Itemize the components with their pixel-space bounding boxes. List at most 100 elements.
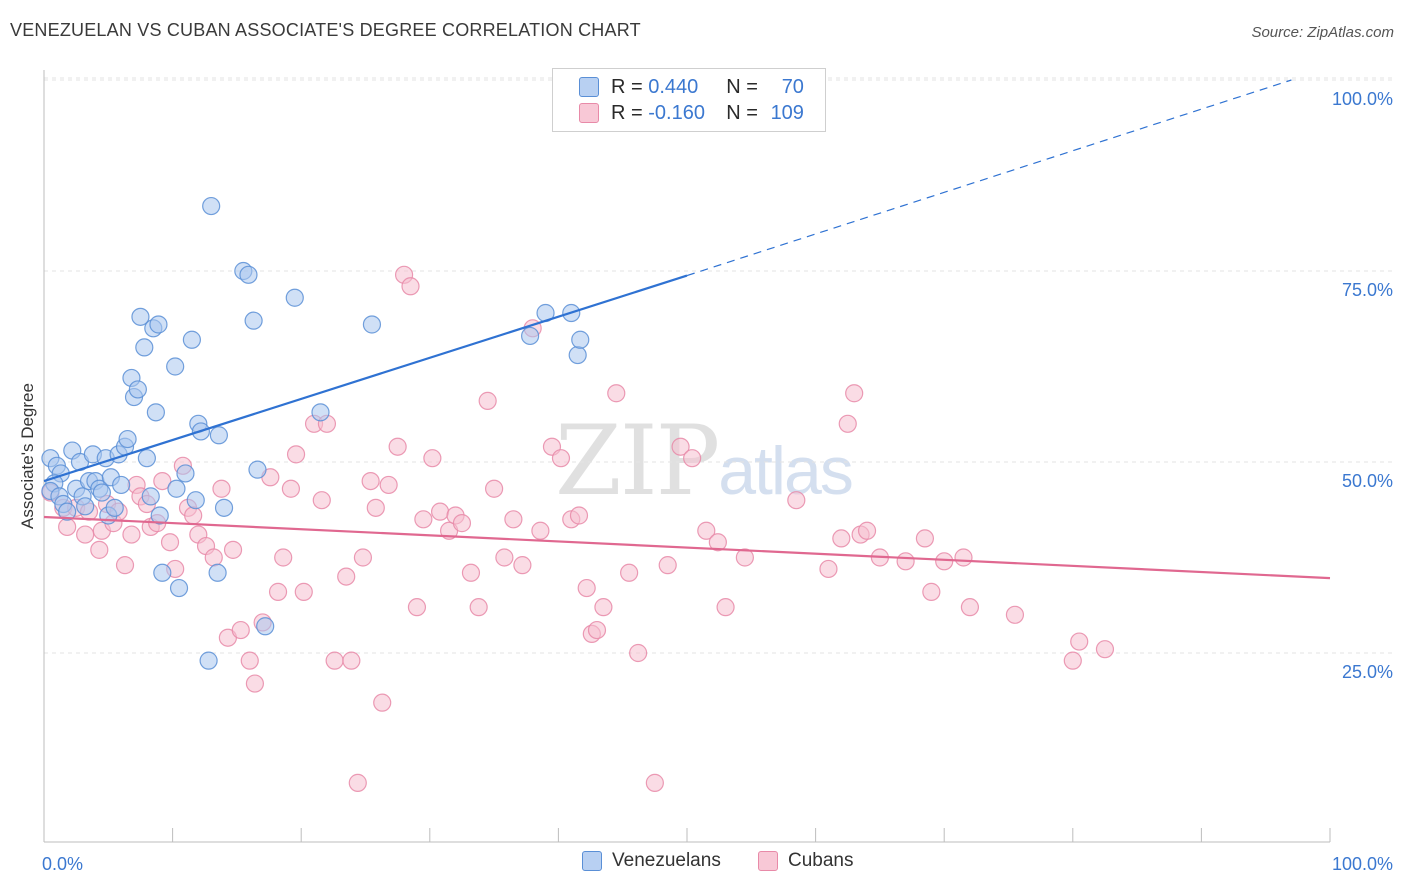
venezuelan-point: [244, 311, 263, 330]
cuban-point: [629, 643, 648, 663]
venezuelan-point: [285, 288, 304, 307]
cuban-point: [76, 525, 95, 544]
venezuelan-point: [208, 563, 227, 582]
cubans-n-label: N =: [726, 101, 758, 124]
cuban-point: [379, 475, 398, 495]
cuban-point: [153, 472, 172, 491]
cubans-r-label: R =: [611, 101, 643, 124]
cuban-point: [423, 449, 442, 468]
cuban-point: [1005, 605, 1025, 624]
cuban-point: [735, 548, 754, 567]
venezuelans-legend-swatch: [582, 851, 602, 871]
venezuelans-n-value: 70: [781, 75, 804, 98]
cuban-point: [240, 651, 259, 670]
cuban-point: [1095, 640, 1115, 659]
cuban-point: [896, 552, 915, 571]
cuban-point: [184, 506, 203, 525]
cuban-point: [388, 437, 407, 456]
cuban-point: [312, 491, 331, 510]
venezuelan-point: [141, 487, 160, 506]
y-tick-label: 75.0%: [1342, 280, 1393, 300]
cuban-point: [160, 533, 180, 552]
cubans-points: [41, 265, 1115, 792]
venezuelan-point: [209, 426, 228, 445]
venezuelans-r-label: R =: [611, 75, 643, 98]
cuban-point: [960, 598, 980, 617]
cuban-point: [294, 582, 313, 601]
cuban-point: [122, 525, 141, 544]
cuban-point: [569, 506, 589, 525]
tick-labels: 25.0% 50.0% 75.0% 100.0% 0.0% 100.0%: [42, 89, 1393, 874]
cuban-point: [607, 384, 626, 403]
correlation-legend: R = 0.440 N = 70 R = -0.160 N = 109: [552, 68, 826, 132]
source-label: Source: ZipAtlas.com: [1251, 24, 1394, 41]
y-axis-label: Associate's Degree: [18, 383, 37, 529]
venezuelan-point: [311, 403, 330, 422]
venezuelan-point: [186, 491, 205, 510]
cuban-point: [212, 479, 231, 498]
venezuelan-point: [146, 403, 165, 422]
cuban-point: [658, 556, 677, 575]
cuban-point: [366, 498, 385, 517]
cuban-point: [845, 384, 864, 403]
cubans-legend-swatch: [758, 851, 778, 871]
venezuelan-point: [214, 498, 234, 517]
cuban-point: [286, 445, 306, 464]
venezuelans-trend-line: [43, 274, 688, 483]
venezuelans-trend-extension: [686, 79, 1292, 277]
cuban-point: [407, 598, 427, 617]
cuban-point: [495, 548, 514, 567]
cubans-legend-label: Cubans: [788, 850, 854, 871]
venezuelan-point: [131, 307, 150, 326]
venezuelan-point: [128, 380, 147, 399]
cuban-point: [915, 529, 935, 548]
venezuelan-point: [571, 330, 590, 349]
y-tick-label: 100.0%: [1332, 89, 1393, 109]
cuban-point: [697, 521, 716, 540]
bottom-legend-venezuelans[interactable]: Venezuelans: [582, 850, 721, 872]
cuban-point: [348, 773, 367, 792]
cuban-point: [245, 674, 265, 693]
cuban-point: [922, 582, 941, 601]
cuban-point: [683, 449, 702, 468]
cuban-point: [787, 491, 806, 510]
cuban-point: [935, 552, 954, 571]
cuban-point: [708, 533, 727, 552]
venezuelan-point: [137, 449, 156, 468]
cuban-point: [325, 651, 344, 670]
venezuelan-point: [112, 475, 131, 495]
cuban-point: [353, 548, 373, 567]
venezuelan-point: [521, 326, 540, 346]
cuban-point: [430, 502, 450, 521]
x-tick-label-max: 100.0%: [1332, 854, 1393, 874]
bottom-legend-cubans[interactable]: Cubans: [758, 850, 854, 872]
cuban-point: [513, 556, 532, 575]
venezuelan-point: [58, 502, 77, 521]
grid-lines: [44, 77, 1392, 654]
cuban-point: [857, 521, 877, 540]
x-tick-label-min: 0.0%: [42, 854, 83, 874]
watermark-atlas: atlas: [718, 433, 854, 509]
cuban-point: [281, 479, 301, 498]
cuban-point: [469, 598, 488, 617]
cuban-point: [478, 391, 497, 410]
cuban-point: [485, 479, 504, 498]
cuban-point: [414, 510, 433, 529]
chart-title: VENEZUELAN VS CUBAN ASSOCIATE'S DEGREE C…: [10, 20, 641, 40]
cuban-point: [231, 620, 250, 640]
cuban-point: [531, 521, 550, 540]
cubans-r-value: -0.160: [648, 101, 705, 124]
venezuelan-point: [182, 330, 201, 349]
venezuelan-point: [176, 464, 195, 483]
venezuelan-point: [248, 460, 267, 479]
venezuelan-point: [92, 483, 111, 502]
cuban-point: [551, 449, 571, 468]
venezuelans-swatch: [579, 77, 599, 97]
cuban-point: [204, 548, 223, 567]
cuban-point: [373, 693, 392, 712]
cuban-point: [819, 559, 838, 579]
cuban-point: [268, 582, 288, 601]
cuban-point: [504, 510, 523, 529]
y-tick-label: 25.0%: [1342, 662, 1393, 682]
